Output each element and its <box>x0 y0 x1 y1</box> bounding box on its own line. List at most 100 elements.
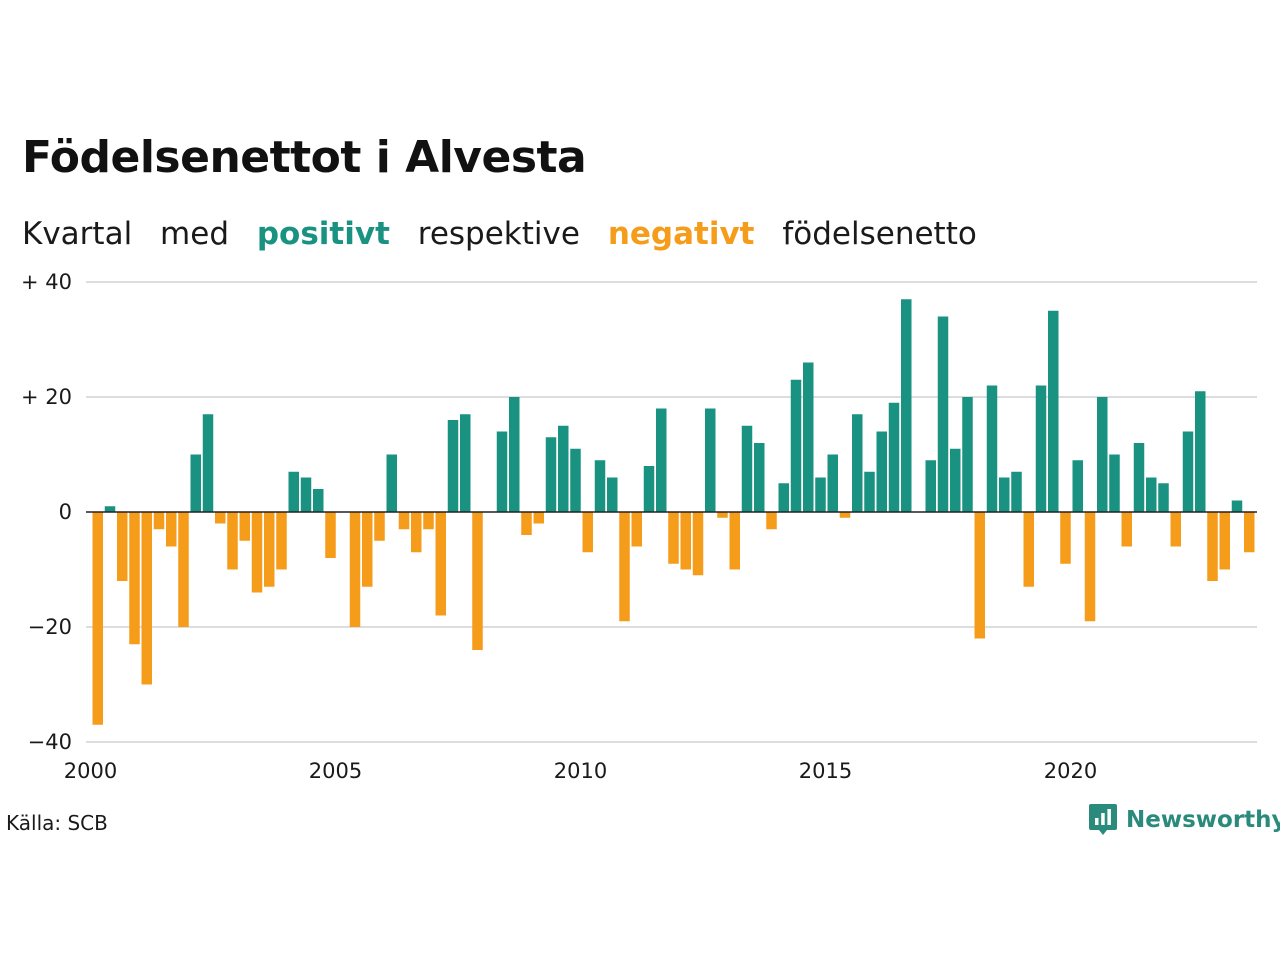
bar-2002Q1 <box>190 454 201 512</box>
bar-2019Q2 <box>1035 385 1047 512</box>
bar-2006Q3 <box>411 512 422 553</box>
y-tick-label: 0 <box>59 500 72 524</box>
bar-2017Q4 <box>962 397 973 512</box>
x-tick-label: 2015 <box>799 759 852 783</box>
y-tick-label: + 20 <box>21 385 72 409</box>
bars <box>92 299 1255 725</box>
bar-2011Q4 <box>668 512 679 564</box>
bar-2004Q1 <box>288 471 299 512</box>
bar-2013Q4 <box>766 512 777 530</box>
bar-2018Q4 <box>1011 471 1022 512</box>
bar-2008Q4 <box>521 512 532 535</box>
bar-2008Q2 <box>496 431 508 512</box>
bar-2000Q3 <box>117 512 128 581</box>
bar-2018Q3 <box>999 477 1010 512</box>
y-tick-label: −40 <box>28 730 72 754</box>
bar-2003Q3 <box>264 512 275 587</box>
subtitle-word-kvartal: Kvartal <box>22 216 133 252</box>
bar-2009Q4 <box>570 448 581 512</box>
bar-2011Q3 <box>656 408 667 512</box>
bar-2010Q4 <box>619 512 630 622</box>
bar-2004Q4 <box>325 512 336 558</box>
bar-2023Q2 <box>1231 500 1243 512</box>
bar-2012Q3 <box>705 408 716 512</box>
bar-2020Q4 <box>1109 454 1120 512</box>
bar-2003Q4 <box>276 512 287 570</box>
newsworthy-brand-name: Newsworthy <box>1126 807 1280 833</box>
bar-2010Q3 <box>607 477 618 512</box>
bar-2018Q1 <box>974 512 985 639</box>
bar-2011Q2 <box>643 466 655 512</box>
bar-2020Q3 <box>1097 397 1108 512</box>
newsworthy-logo-icon <box>1089 804 1117 835</box>
bar-2022Q1 <box>1170 512 1181 547</box>
bar-2002Q3 <box>215 512 226 524</box>
bar-2007Q2 <box>447 420 459 512</box>
bar-2017Q2 <box>937 316 949 512</box>
bar-2015Q2 <box>839 512 851 518</box>
subtitle-word-fodelsenetto: födelsenetto <box>782 216 977 252</box>
bar-2000Q2 <box>104 506 116 512</box>
bar-2008Q3 <box>509 397 520 512</box>
bar-2001Q2 <box>153 512 165 530</box>
subtitle-positive-word: positivt <box>256 216 390 252</box>
bar-2014Q2 <box>790 379 802 512</box>
bar-2019Q1 <box>1023 512 1034 587</box>
bar-2006Q1 <box>386 454 397 512</box>
bar-2007Q3 <box>460 414 471 512</box>
bar-2007Q4 <box>472 512 483 650</box>
chart-title: Födelsenettot i Alvesta <box>22 132 587 183</box>
bar-2003Q1 <box>239 512 250 541</box>
bar-2015Q3 <box>852 414 863 512</box>
bar-2016Q1 <box>876 431 887 512</box>
subtitle-word-med: med <box>160 216 229 252</box>
x-tick-label: 2000 <box>64 759 117 783</box>
bar-2005Q4 <box>374 512 385 541</box>
newsworthy-brand: Newsworthy <box>1088 803 1280 837</box>
x-tick-label: 2020 <box>1044 759 1097 783</box>
bar-2009Q1 <box>533 512 544 524</box>
bar-2007Q1 <box>435 512 446 616</box>
bar-2015Q1 <box>827 454 838 512</box>
bar-2000Q4 <box>129 512 140 645</box>
x-tick-label: 2005 <box>309 759 362 783</box>
bar-2004Q2 <box>300 477 312 512</box>
bar-2004Q3 <box>313 489 324 512</box>
bar-2022Q2 <box>1182 431 1194 512</box>
bar-2011Q1 <box>631 512 642 547</box>
bar-2013Q2 <box>741 425 753 512</box>
bar-2023Q1 <box>1219 512 1230 570</box>
bar-2006Q2 <box>398 512 410 530</box>
bar-2021Q4 <box>1158 483 1169 512</box>
bar-2020Q2 <box>1084 512 1096 622</box>
bar-2014Q3 <box>803 362 814 512</box>
bar-2014Q4 <box>815 477 826 512</box>
bar-2018Q2 <box>986 385 998 512</box>
bar-2022Q4 <box>1207 512 1218 581</box>
bar-2005Q3 <box>362 512 373 587</box>
bar-2001Q1 <box>141 512 152 685</box>
bar-2012Q4 <box>717 512 728 518</box>
subtitle-negative-word: negativt <box>607 216 755 252</box>
subtitle-word-respektive: respektive <box>417 216 580 252</box>
y-axis-ticks: + 40 + 20 0 −20 −40 <box>21 270 72 754</box>
x-axis-ticks: 2000 2005 2010 2015 2020 <box>64 759 1097 783</box>
bar-2002Q4 <box>227 512 238 570</box>
bar-2000Q1 <box>92 512 103 725</box>
bar-2014Q1 <box>778 483 789 512</box>
bar-2017Q1 <box>925 460 936 512</box>
bar-2020Q1 <box>1072 460 1083 512</box>
bar-2005Q2 <box>349 512 361 627</box>
bar-2021Q2 <box>1133 443 1145 512</box>
bar-2010Q2 <box>594 460 606 512</box>
bar-2001Q3 <box>166 512 177 547</box>
chart-subtitle: Kvartal med positivt respektive negativt… <box>22 216 995 252</box>
bar-2023Q3 <box>1244 512 1255 553</box>
bar-2002Q2 <box>202 414 214 512</box>
bar-2019Q3 <box>1048 310 1059 512</box>
bar-2016Q2 <box>888 402 900 512</box>
bar-2013Q3 <box>754 443 765 512</box>
bar-2001Q4 <box>178 512 189 627</box>
bar-2013Q1 <box>729 512 740 570</box>
